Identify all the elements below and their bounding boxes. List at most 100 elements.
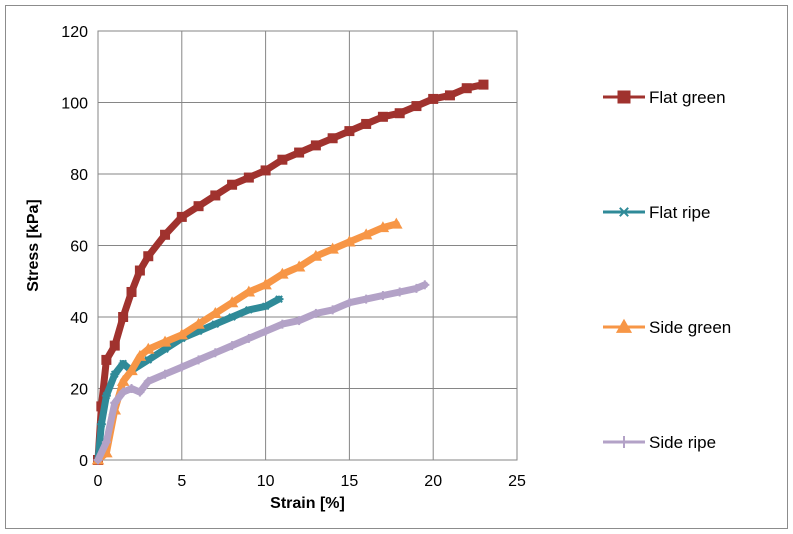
- series-marker: [177, 362, 187, 372]
- marker-stroke: [161, 345, 169, 354]
- series-marker: [242, 285, 256, 297]
- series-marker: [142, 342, 155, 354]
- legend-item: Side green: [603, 318, 731, 337]
- series-marker: [227, 313, 237, 321]
- legend-item: Flat green: [603, 88, 726, 107]
- series-marker: [359, 228, 373, 240]
- series-marker: [294, 147, 305, 158]
- series-marker: [411, 283, 421, 293]
- series-marker: [259, 278, 272, 290]
- series-marker: [311, 308, 321, 318]
- series-marker: [210, 348, 220, 358]
- series-marker: [96, 420, 106, 429]
- y-tick-label: 120: [61, 24, 88, 41]
- plot-border: [97, 30, 518, 461]
- x-tick-label: 10: [257, 473, 275, 490]
- series-marker: [160, 369, 170, 379]
- series-marker: [260, 165, 271, 176]
- series-marker: [376, 221, 390, 233]
- legend-item: Flat ripe: [603, 203, 710, 222]
- marker-stroke: [261, 302, 270, 311]
- marker-stroke: [211, 320, 220, 329]
- series-marker: [310, 140, 321, 151]
- series-marker: [244, 333, 254, 343]
- series-marker: [328, 305, 338, 315]
- series-marker: [227, 341, 237, 351]
- series-marker: [377, 111, 388, 122]
- series-marker: [135, 387, 145, 397]
- series-marker: [227, 179, 238, 190]
- series-marker: [444, 90, 455, 101]
- series-marker: [244, 305, 254, 314]
- marker-stroke: [619, 207, 629, 217]
- y-tick-labels: 0 20 40 60 80 100 120: [61, 24, 88, 470]
- x-tick-label: 25: [508, 473, 526, 490]
- series-marker: [143, 376, 153, 386]
- series-marker: [615, 318, 633, 333]
- series-marker: [617, 90, 631, 104]
- series-side-ripe: [93, 280, 430, 465]
- series-marker: [411, 101, 422, 112]
- series-marker: [118, 312, 129, 322]
- legend-label: Flat ripe: [649, 203, 710, 222]
- series-marker: [478, 79, 489, 90]
- series-marker: [118, 387, 128, 397]
- series-marker: [110, 370, 120, 379]
- series-marker: [209, 307, 222, 318]
- legend: Flat green Flat ripe Side green Side ripe: [603, 88, 731, 452]
- series-marker: [134, 265, 145, 276]
- plot-area: [91, 30, 518, 465]
- series-marker: [143, 251, 154, 262]
- y-tick-label: 60: [70, 239, 88, 256]
- y-tick-label: 40: [70, 310, 88, 327]
- marker-stroke: [194, 327, 203, 336]
- series-marker: [175, 328, 189, 340]
- series-marker: [276, 267, 289, 279]
- y-tick-label: 0: [79, 453, 88, 470]
- series-marker: [101, 391, 111, 400]
- series-marker: [261, 302, 271, 311]
- series-marker: [101, 437, 111, 447]
- series-marker: [294, 316, 304, 326]
- series-marker: [116, 374, 130, 386]
- series-marker: [344, 298, 354, 308]
- series-marker: [428, 93, 439, 104]
- marker-stroke: [102, 391, 111, 400]
- series-marker: [344, 126, 355, 137]
- legend-label: Side ripe: [649, 433, 716, 452]
- x-tick-labels: 0 5 10 15 20 25: [94, 473, 526, 490]
- marker-stroke: [144, 356, 153, 364]
- y-axis-title: Stress [kPa]: [25, 199, 42, 292]
- series-marker: [225, 296, 239, 308]
- series-marker: [243, 172, 254, 183]
- series-layer: [91, 79, 489, 465]
- series-marker: [176, 211, 187, 222]
- marker-stroke: [275, 295, 283, 303]
- series-marker: [133, 349, 147, 361]
- series-marker: [126, 286, 137, 297]
- series-marker: [160, 345, 170, 354]
- series-marker: [292, 260, 306, 272]
- series-marker: [261, 326, 271, 336]
- series-marker: [461, 83, 472, 94]
- series-line: [94, 220, 400, 464]
- series-line: [94, 81, 487, 464]
- series-marker: [193, 201, 204, 212]
- series-marker: [378, 291, 388, 301]
- series-marker: [158, 335, 172, 347]
- series-marker: [210, 190, 221, 201]
- series-marker: [127, 384, 137, 393]
- series-marker: [361, 118, 372, 129]
- series-marker: [361, 294, 371, 304]
- series-marker: [160, 229, 171, 240]
- y-tick-label: 20: [70, 382, 88, 399]
- series-marker: [93, 455, 103, 465]
- series-marker: [327, 133, 338, 144]
- series-marker: [125, 364, 138, 376]
- y-tick-label: 80: [70, 167, 88, 184]
- series-marker: [309, 249, 323, 261]
- marker-stroke: [119, 359, 127, 368]
- series-marker: [343, 235, 356, 247]
- x-tick-label: 20: [424, 473, 442, 490]
- series-marker: [618, 436, 630, 448]
